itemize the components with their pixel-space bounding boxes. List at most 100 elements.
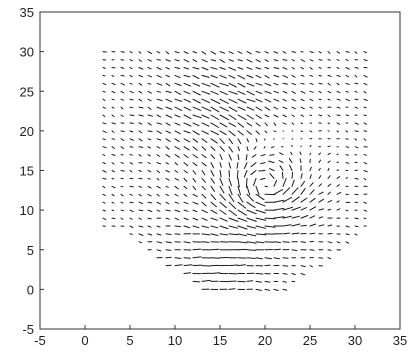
vector-arrow <box>166 155 170 158</box>
vector-arrow <box>300 159 301 163</box>
vector-arrow <box>346 226 349 227</box>
vector-arrow <box>310 207 316 210</box>
vector-arrow <box>148 210 152 211</box>
vector-arrow <box>139 194 141 196</box>
vector-arrow <box>289 159 292 163</box>
vector-arrow <box>328 200 332 202</box>
vector-arrow <box>211 186 215 191</box>
vector-arrow <box>310 198 315 202</box>
vector-arrow <box>292 115 294 117</box>
vector-arrow <box>121 107 123 109</box>
vector-arrow <box>139 147 143 148</box>
vector-arrow <box>175 155 179 158</box>
vector-arrow <box>247 123 252 126</box>
vector-arrow <box>175 107 182 110</box>
vector-arrow <box>256 83 262 85</box>
vector-arrow <box>328 75 331 76</box>
vector-arrow <box>211 163 214 168</box>
vector-arrow <box>265 107 270 110</box>
vector-arrow <box>292 197 299 202</box>
vector-arrow <box>292 123 294 124</box>
vector-arrow <box>184 60 189 62</box>
vector-arrow <box>237 163 238 169</box>
vector-arrow <box>301 75 304 76</box>
vector-arrow <box>175 226 180 227</box>
vector-arrow <box>220 234 228 235</box>
vector-arrow <box>193 99 200 103</box>
vector-arrow <box>328 168 329 170</box>
vector-arrow <box>247 234 256 236</box>
vector-arrow <box>229 147 233 152</box>
vector-arrow <box>202 99 210 103</box>
vector-arrow <box>175 171 178 173</box>
vector-arrow <box>328 176 330 179</box>
vector-arrow <box>265 226 275 227</box>
vector-arrow <box>256 258 262 259</box>
vector-arrow <box>346 139 348 140</box>
vector-arrow <box>130 107 133 108</box>
vector-arrow <box>211 155 215 159</box>
vector-arrow <box>211 218 217 220</box>
vector-arrow <box>175 178 179 180</box>
vector-arrow <box>292 107 295 109</box>
vector-arrow <box>103 210 106 211</box>
vector-arrow <box>346 60 348 61</box>
vector-arrow <box>346 242 349 243</box>
vector-arrow <box>148 131 152 132</box>
vector-arrow <box>229 234 238 235</box>
vector-arrow <box>264 147 265 148</box>
vector-arrow <box>346 52 349 53</box>
vector-arrow <box>319 168 320 170</box>
vector-arrow <box>211 115 219 120</box>
vector-arrow <box>238 226 247 229</box>
vector-arrow <box>130 163 133 165</box>
vector-arrow <box>292 250 297 251</box>
vector-arrow <box>166 115 172 118</box>
vector-arrow <box>229 178 232 186</box>
vector-arrow <box>265 68 269 69</box>
vector-arrow <box>238 115 246 120</box>
vector-arrow <box>220 107 228 111</box>
vector-arrow <box>355 218 358 219</box>
vector-arrow <box>148 171 151 172</box>
vector-arrow <box>292 68 295 69</box>
vector-arrow <box>130 147 133 148</box>
vector-arrow <box>346 75 349 77</box>
vector-arrow <box>319 91 321 92</box>
vector-arrow <box>148 52 152 54</box>
vector-arrow <box>265 60 268 62</box>
vector-arrow <box>112 75 114 76</box>
vector-arrow <box>256 123 260 126</box>
vector-arrow <box>121 139 124 141</box>
vector-arrow <box>274 249 280 250</box>
vector-arrow <box>193 171 196 175</box>
vector-arrow <box>103 178 106 179</box>
vector-arrow <box>229 289 235 290</box>
vector-arrow <box>301 68 303 69</box>
vector-arrow <box>121 194 123 196</box>
vector-arrow <box>283 91 287 93</box>
vector-arrow <box>220 115 229 120</box>
vector-arrow <box>121 210 124 211</box>
vector-arrow <box>184 242 190 243</box>
vector-arrow <box>220 186 224 193</box>
vector-arrow <box>166 242 171 243</box>
vector-arrow <box>283 179 286 187</box>
vector-arrow <box>247 131 251 134</box>
vector-arrow <box>202 218 207 220</box>
vector-arrow <box>229 52 233 54</box>
vector-arrow <box>148 60 151 62</box>
vector-arrow <box>157 131 161 134</box>
vector-arrow <box>256 218 266 220</box>
vector-arrow <box>238 234 247 236</box>
vector-arrow <box>292 75 295 77</box>
vector-arrow <box>139 52 141 54</box>
vector-arrow <box>292 91 295 93</box>
vector-arrow <box>355 68 358 69</box>
vector-arrow <box>103 107 106 108</box>
vector-arrow <box>346 163 349 164</box>
vector-arrow <box>175 60 179 61</box>
vector-arrow <box>175 210 180 212</box>
vector-arrow <box>247 68 252 70</box>
vector-arrow <box>328 153 330 154</box>
